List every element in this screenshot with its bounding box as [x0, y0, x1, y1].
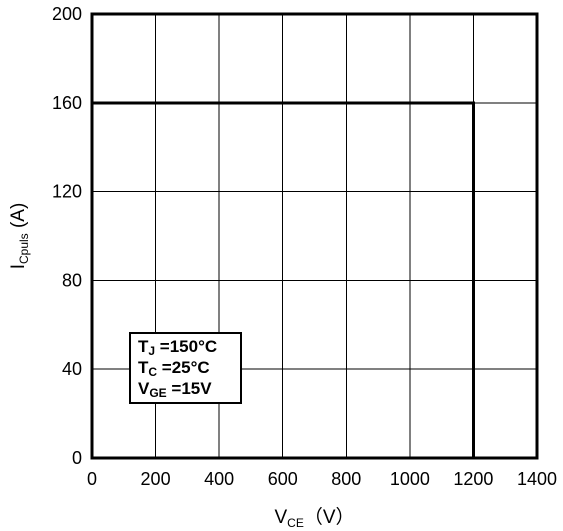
y-axis-title-sub: Cpuls	[17, 233, 31, 264]
y-tick-labels: 0 40 80 120 160 200	[52, 4, 82, 468]
y-tick-label: 200	[52, 4, 82, 24]
x-tick-label: 1400	[517, 469, 557, 489]
curve-layer	[92, 101, 475, 458]
x-tick-label: 600	[268, 469, 298, 489]
x-tick-label: 1200	[453, 469, 493, 489]
x-axis-title-sub: CE	[287, 516, 304, 530]
x-tick-labels: 0 200 400 600 800 1000 1200 1400	[87, 469, 557, 489]
soa-limit-line	[92, 101, 475, 458]
y-axis-title-main: I	[8, 264, 29, 269]
y-tick-label: 80	[62, 270, 82, 290]
x-tick-label: 800	[331, 469, 361, 489]
plot-frame	[90, 12, 539, 460]
x-tick-label: 400	[204, 469, 234, 489]
y-tick-label: 40	[62, 359, 82, 379]
y-tick-label: 160	[52, 93, 82, 113]
y-axis-title: ICpuls (A)	[8, 203, 31, 270]
x-tick-label: 200	[141, 469, 171, 489]
x-tick-label: 1000	[390, 469, 430, 489]
y-tick-label: 0	[72, 448, 82, 468]
y-tick-label: 120	[52, 182, 82, 202]
y-axis-title-unit: (A)	[8, 203, 29, 234]
legend-line: TC =25°C	[138, 358, 210, 379]
x-axis-title-main: V	[274, 507, 287, 528]
legend-line: TJ =150°C	[138, 337, 217, 358]
legend-box	[129, 332, 242, 404]
x-axis-title-unit: （V）	[304, 506, 355, 528]
x-tick-label: 0	[87, 469, 97, 489]
x-axis-title: VCE（V）	[274, 506, 354, 530]
legend-line: VGE =15V	[138, 379, 212, 400]
